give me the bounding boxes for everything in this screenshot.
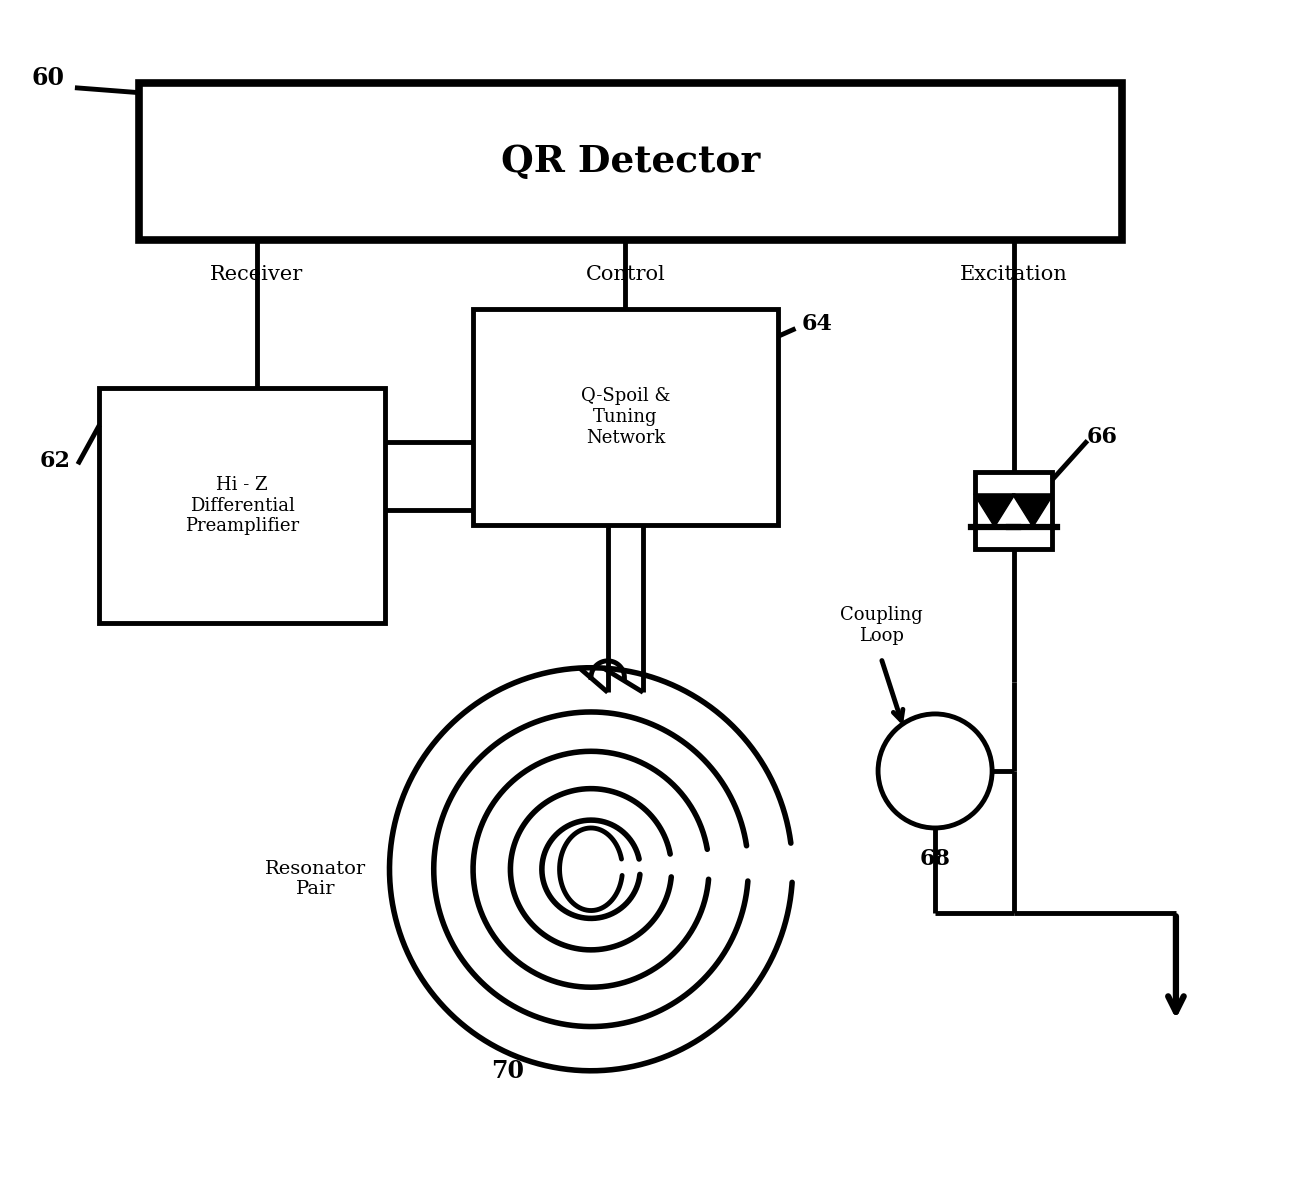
- Text: 64: 64: [802, 312, 832, 335]
- Text: Control: Control: [585, 265, 666, 284]
- Text: Resonator
Pair: Resonator Pair: [265, 860, 367, 898]
- Polygon shape: [974, 494, 1015, 527]
- Text: QR Detector: QR Detector: [500, 143, 760, 179]
- Text: Excitation: Excitation: [959, 265, 1067, 284]
- Bar: [139, 83, 1122, 240]
- Text: Receiver: Receiver: [211, 265, 303, 284]
- Text: Coupling
Loop: Coupling Loop: [840, 606, 923, 645]
- Bar: [100, 387, 385, 624]
- Text: 66: 66: [1087, 425, 1118, 448]
- Text: 62: 62: [40, 450, 70, 473]
- Text: 68: 68: [919, 848, 950, 871]
- Bar: [975, 472, 1052, 549]
- Text: Q-Spoil &
Tuning
Network: Q-Spoil & Tuning Network: [581, 387, 671, 447]
- Text: 70: 70: [491, 1059, 524, 1082]
- Text: 60: 60: [32, 65, 65, 90]
- Bar: [473, 309, 777, 525]
- Text: Hi - Z
Differential
Preamplifier: Hi - Z Differential Preamplifier: [185, 475, 299, 536]
- Polygon shape: [1013, 494, 1053, 527]
